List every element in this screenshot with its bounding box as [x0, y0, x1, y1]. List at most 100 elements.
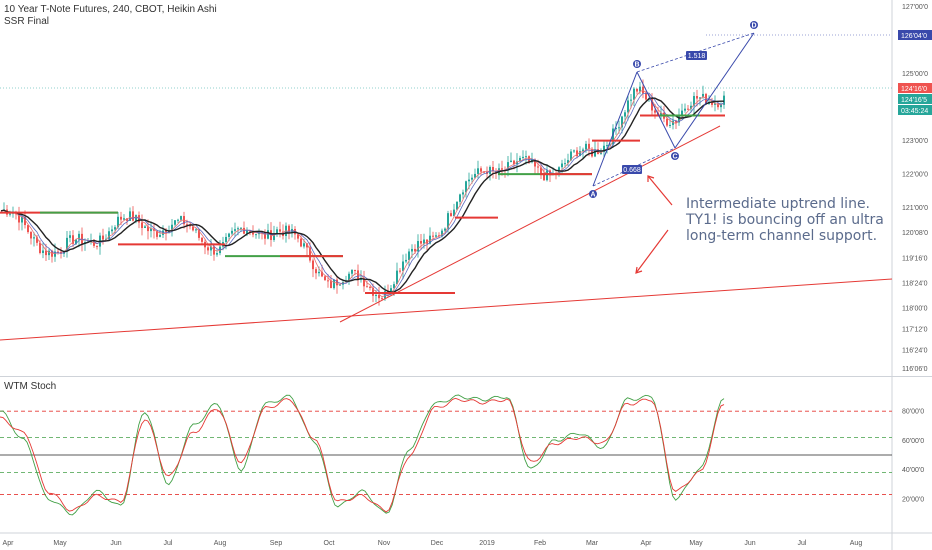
- candle-body: [489, 166, 491, 174]
- pattern-point-marker: [589, 190, 597, 198]
- candle-body: [717, 103, 719, 108]
- annotation-arrow: [647, 175, 673, 206]
- pattern-point-label: B: [634, 62, 639, 69]
- candle-body: [273, 233, 275, 240]
- candle-body: [105, 238, 107, 240]
- candle-body: [612, 128, 614, 145]
- candle-body: [318, 271, 320, 274]
- annotation-arrowhead: [647, 175, 655, 182]
- candle-body: [399, 270, 401, 272]
- candle-body: [186, 224, 188, 226]
- candle-body: [174, 220, 176, 225]
- candle-body: [516, 161, 518, 164]
- candle-body: [300, 238, 302, 247]
- candle-body: [639, 86, 641, 92]
- candle-body: [330, 280, 332, 289]
- candle-body: [561, 163, 563, 168]
- candle-body: [390, 288, 392, 295]
- candle-body: [723, 95, 725, 105]
- annotation-arrow: [635, 229, 669, 274]
- candle-body: [279, 229, 281, 232]
- candle-body: [306, 243, 308, 248]
- x-tick-label: Apr: [3, 540, 15, 547]
- candle-body: [327, 280, 329, 282]
- x-tick-label: Sep: [270, 540, 283, 547]
- candle-body: [465, 181, 467, 193]
- candle-body: [165, 230, 167, 233]
- candle-body: [408, 251, 410, 260]
- candle-body: [195, 229, 197, 231]
- candle-body: [216, 253, 218, 255]
- y-tick-label: 118'24'0: [902, 280, 928, 287]
- candle-body: [30, 232, 32, 239]
- candle-body: [417, 241, 419, 252]
- y-tick-label: 116'06'0: [902, 366, 928, 373]
- stoch-series-line: [0, 394, 725, 516]
- candle-body: [192, 226, 194, 231]
- pattern-point-marker: [633, 60, 641, 68]
- stoch-y-tick: 60'00'0: [902, 438, 924, 445]
- candle-body: [198, 229, 200, 238]
- candle-body: [129, 211, 131, 221]
- candle-body: [429, 235, 431, 244]
- candle-body: [378, 294, 380, 299]
- candle-body: [354, 269, 356, 271]
- candle-body: [150, 228, 152, 232]
- candle-body: [546, 170, 548, 181]
- pattern-point-marker: [671, 152, 679, 160]
- candle-body: [567, 160, 569, 164]
- ma-fast-line: [0, 89, 725, 298]
- candle-body: [537, 166, 539, 168]
- candle-body: [651, 98, 653, 111]
- target-price-text: 126'04'0: [901, 33, 927, 40]
- candle-body: [687, 108, 689, 110]
- candle-body: [177, 219, 179, 221]
- candle-body: [450, 213, 452, 217]
- candle-body: [411, 248, 413, 252]
- y-tick-label: 118'00'0: [902, 306, 928, 313]
- candle-body: [267, 230, 269, 239]
- candle-body: [474, 173, 476, 178]
- candle-body: [27, 225, 29, 233]
- candle-body: [120, 216, 122, 220]
- x-tick-label: Dec: [431, 540, 444, 547]
- candle-body: [540, 167, 542, 175]
- x-tick-label: Oct: [324, 540, 335, 547]
- candle-body: [669, 124, 671, 126]
- stoch-y-tick: 80'00'0: [902, 409, 924, 416]
- indicator-label: SSR Final: [4, 16, 50, 27]
- candle-body: [393, 284, 395, 289]
- candle-body: [462, 192, 464, 195]
- candle-body: [228, 233, 230, 237]
- x-tick-label: Aug: [850, 540, 863, 547]
- ma-price-text: 124'16'5: [901, 97, 927, 104]
- candle-body: [444, 228, 446, 231]
- candle-body: [633, 88, 635, 100]
- candle-body: [42, 250, 44, 253]
- annotation-arrowhead: [635, 266, 643, 274]
- candle-body: [102, 235, 104, 240]
- candle-body: [468, 179, 470, 182]
- candle-body: [576, 150, 578, 157]
- candle-body: [666, 118, 668, 126]
- x-tick-label: Feb: [534, 540, 546, 547]
- candle-body: [369, 286, 371, 288]
- candle-body: [534, 159, 536, 167]
- candle-body: [210, 246, 212, 251]
- candle-body: [162, 230, 164, 235]
- candle-body: [69, 235, 71, 238]
- candle-body: [609, 144, 611, 146]
- pattern-point-label: A: [590, 192, 595, 199]
- candle-body: [54, 251, 56, 257]
- last-price-tag: [898, 83, 932, 93]
- candle-body: [357, 270, 359, 281]
- candle-body: [240, 227, 242, 229]
- candle-body: [714, 103, 716, 105]
- candle-body: [414, 248, 416, 252]
- candle-body: [441, 230, 443, 237]
- candle-body: [93, 241, 95, 246]
- candle-body: [432, 235, 434, 237]
- candle-body: [213, 246, 215, 255]
- candle-body: [420, 241, 422, 244]
